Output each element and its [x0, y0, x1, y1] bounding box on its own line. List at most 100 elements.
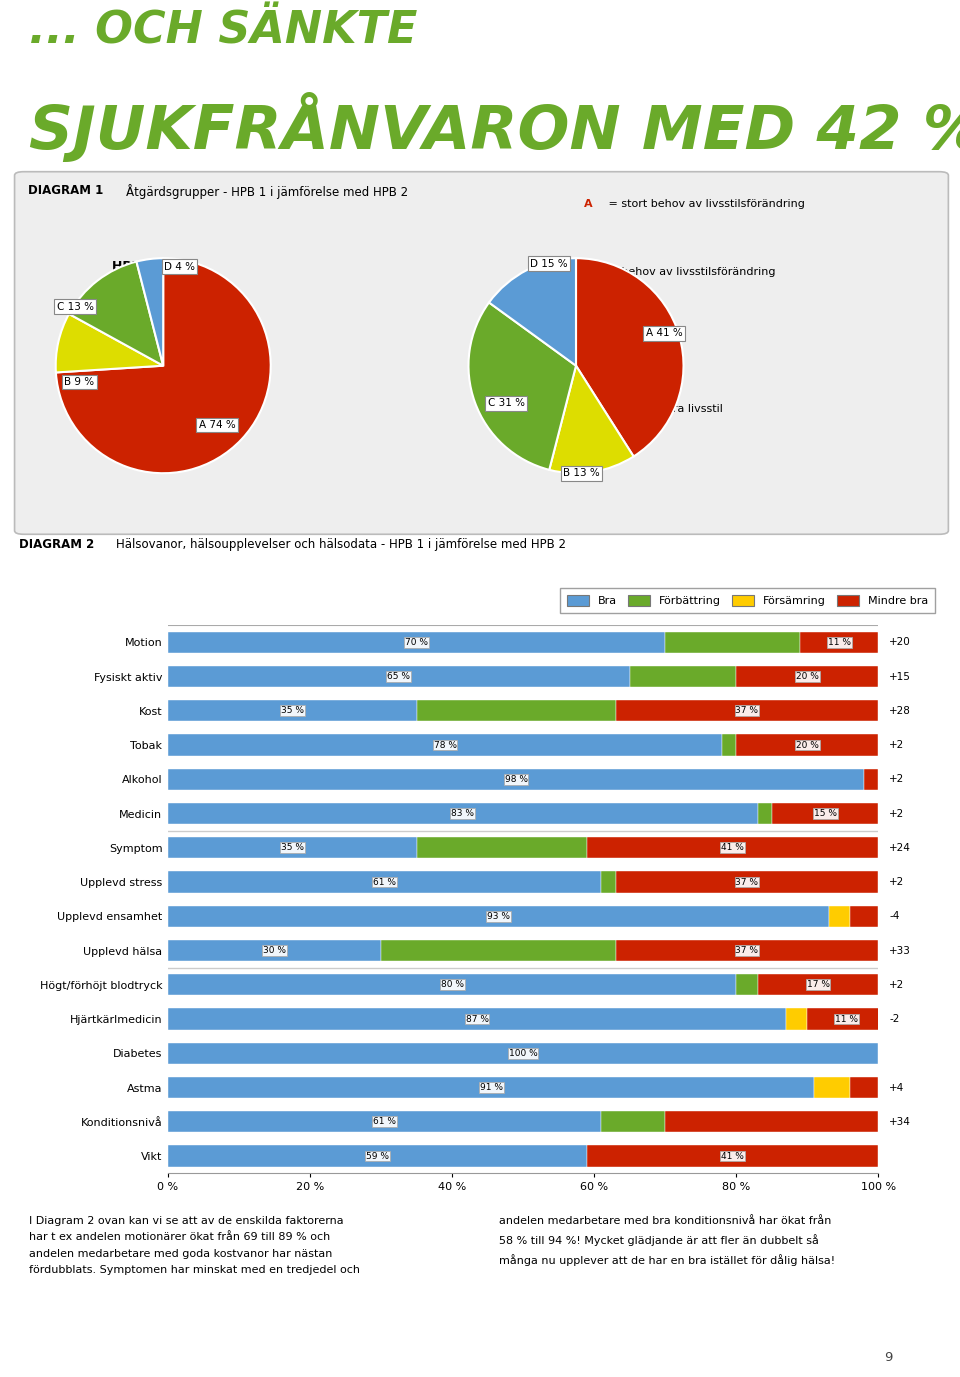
Bar	[736, 666, 878, 687]
Bar	[168, 632, 665, 653]
Bar	[381, 940, 615, 961]
Bar	[814, 1077, 850, 1099]
Bar	[807, 1008, 885, 1030]
Text: 20 %: 20 %	[796, 672, 819, 682]
Text: 61 %: 61 %	[373, 1117, 396, 1126]
Bar	[786, 1008, 807, 1030]
Text: A: A	[585, 198, 593, 209]
Text: HPB 1: HPB 1	[111, 260, 154, 273]
Bar	[168, 872, 601, 892]
Text: +15: +15	[889, 672, 911, 682]
Wedge shape	[56, 257, 271, 474]
Text: HPB 2: HPB 2	[538, 260, 580, 273]
Bar	[168, 940, 381, 961]
Bar	[757, 974, 878, 996]
Bar	[588, 1146, 878, 1166]
Text: +24: +24	[889, 843, 911, 852]
Text: 78 %: 78 %	[434, 741, 457, 749]
Bar	[665, 1111, 878, 1132]
Text: C 31 %: C 31 %	[488, 398, 524, 409]
Wedge shape	[549, 366, 634, 474]
Text: SJUKFRÅNVARON MED 42 %: SJUKFRÅNVARON MED 42 %	[29, 92, 960, 162]
Bar	[417, 837, 588, 858]
Text: 15 %: 15 %	[814, 810, 836, 818]
Bar	[665, 632, 801, 653]
Bar	[757, 803, 772, 825]
Bar	[168, 906, 828, 927]
Bar	[615, 700, 878, 722]
Bar	[615, 872, 878, 892]
Text: -2: -2	[889, 1013, 900, 1024]
Wedge shape	[576, 257, 684, 457]
Text: +2: +2	[889, 774, 904, 785]
Bar	[168, 803, 757, 825]
Text: +28: +28	[889, 706, 911, 716]
Text: Hälsovanor, hälsoupplevelser och hälsodata - HPB 1 i jämförelse med HPB 2: Hälsovanor, hälsoupplevelser och hälsoda…	[116, 538, 566, 551]
Text: DIAGRAM 2: DIAGRAM 2	[19, 538, 94, 551]
Bar	[630, 666, 736, 687]
Text: D 15 %: D 15 %	[530, 259, 568, 269]
Text: +20: +20	[889, 638, 911, 647]
Legend: Bra, Förbättring, Försämring, Mindre bra: Bra, Förbättring, Försämring, Mindre bra	[560, 588, 935, 613]
Bar	[772, 803, 878, 825]
Text: B: B	[585, 267, 592, 277]
Bar	[168, 768, 864, 790]
Bar	[588, 837, 878, 858]
Text: +2: +2	[889, 808, 904, 818]
Text: = mycket bra livsstil: = mycket bra livsstil	[605, 405, 723, 414]
Text: 41 %: 41 %	[721, 843, 744, 852]
Bar	[850, 1077, 878, 1099]
Text: = bra livsstil: = bra livsstil	[605, 336, 678, 346]
Text: D 4 %: D 4 %	[164, 262, 195, 271]
Bar	[722, 734, 736, 756]
Text: +2: +2	[889, 739, 904, 750]
Bar	[168, 1111, 601, 1132]
Text: 20 %: 20 %	[796, 741, 819, 749]
Text: 37 %: 37 %	[735, 706, 758, 715]
Bar	[168, 1008, 786, 1030]
Text: +4: +4	[889, 1082, 904, 1092]
Text: I Diagram 2 ovan kan vi se att av de enskilda faktorerna
har t ex andelen motion: I Diagram 2 ovan kan vi se att av de ens…	[29, 1216, 360, 1275]
Bar	[168, 1042, 878, 1064]
Bar	[601, 872, 615, 892]
Text: +2: +2	[889, 980, 904, 990]
Bar	[864, 768, 878, 790]
Text: ... OCH SÄNKTE: ... OCH SÄNKTE	[29, 10, 418, 52]
Text: 11 %: 11 %	[835, 1015, 858, 1023]
Text: = behov av livsstilsförändring: = behov av livsstilsförändring	[605, 267, 775, 277]
Text: 87 %: 87 %	[466, 1015, 489, 1023]
Bar	[168, 974, 736, 996]
Bar	[801, 632, 878, 653]
Text: -4: -4	[889, 912, 900, 921]
Text: 98 %: 98 %	[505, 775, 528, 784]
Bar	[601, 1111, 665, 1132]
Wedge shape	[468, 303, 576, 470]
Text: 35 %: 35 %	[281, 706, 303, 715]
Bar	[615, 940, 878, 961]
Wedge shape	[136, 257, 163, 366]
Text: +2: +2	[889, 877, 904, 887]
Text: 30 %: 30 %	[263, 946, 286, 956]
Text: 37 %: 37 %	[735, 946, 758, 956]
Text: +33: +33	[889, 946, 911, 956]
Bar	[168, 734, 722, 756]
Text: 61 %: 61 %	[373, 877, 396, 887]
Wedge shape	[489, 257, 576, 366]
Wedge shape	[69, 262, 163, 366]
Text: 35 %: 35 %	[281, 843, 303, 852]
Bar	[417, 700, 615, 722]
Bar	[168, 1077, 814, 1099]
Wedge shape	[56, 314, 163, 372]
Text: 91 %: 91 %	[480, 1084, 503, 1092]
Text: Åtgärdsgrupper - HPB 1 i jämförelse med HPB 2: Åtgärdsgrupper - HPB 1 i jämförelse med …	[126, 185, 408, 200]
Bar	[736, 974, 757, 996]
Text: 65 %: 65 %	[388, 672, 410, 682]
Text: B 9 %: B 9 %	[64, 377, 94, 387]
Bar	[168, 700, 417, 722]
Text: +34: +34	[889, 1117, 911, 1126]
Text: D: D	[585, 405, 593, 414]
Text: 83 %: 83 %	[451, 810, 474, 818]
Text: 11 %: 11 %	[828, 638, 851, 647]
Text: A 41 %: A 41 %	[646, 329, 683, 339]
Bar	[828, 906, 850, 927]
